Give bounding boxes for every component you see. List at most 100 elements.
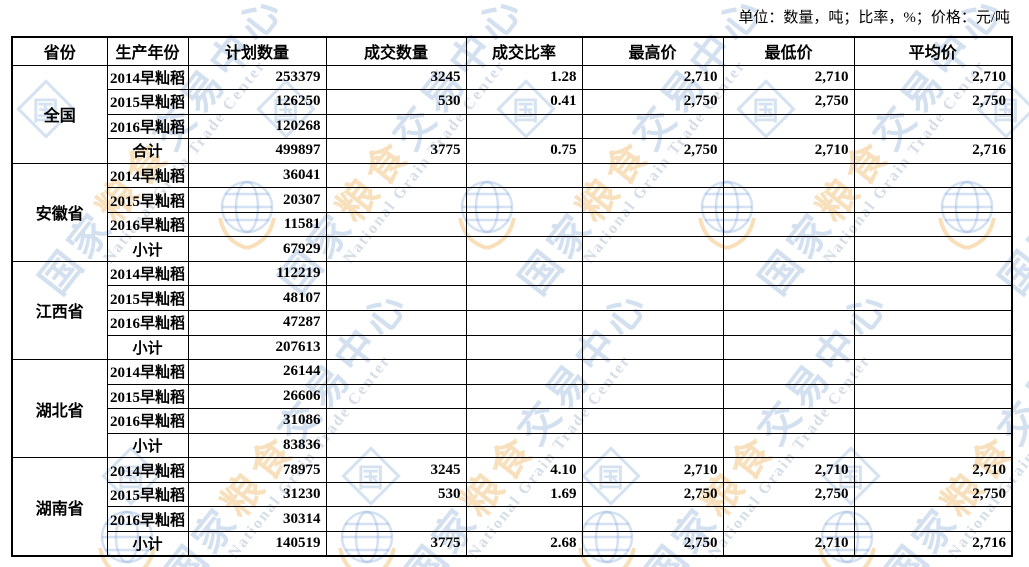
avg-price-cell	[853, 236, 1013, 262]
avg-price-cell	[853, 432, 1013, 459]
low-price-cell: 2,750	[722, 89, 855, 115]
deal-ratio-cell	[465, 285, 583, 311]
avg-price-cell	[853, 260, 1013, 287]
avg-price-cell	[853, 334, 1013, 361]
low-price-cell	[722, 211, 855, 238]
year-cell: 2014早籼稻	[106, 457, 189, 483]
province-cell: 江西省	[11, 260, 108, 361]
avg-price-cell: 2,750	[853, 89, 1013, 115]
avg-price-cell	[853, 359, 1013, 385]
plan-qty-cell: 120268	[187, 113, 327, 140]
deal-qty-cell	[325, 236, 467, 262]
deal-qty-cell	[325, 211, 467, 238]
year-cell: 合计	[106, 138, 189, 164]
auction-results-table: 省份 生产年份 计划数量 成交数量 成交比率 最高价 最低价 平均价 全国 201…	[11, 36, 1013, 557]
table-row: 2016早籼稻 120268	[12, 113, 1013, 140]
deal-qty-cell	[325, 334, 467, 361]
deal-ratio-cell	[465, 334, 583, 361]
deal-ratio-cell	[465, 359, 583, 385]
avg-price-cell	[853, 408, 1013, 434]
deal-ratio-cell	[465, 309, 583, 336]
low-price-cell	[722, 236, 855, 262]
avg-price-cell	[853, 383, 1013, 410]
table-row: 2015早籼稻 26606	[12, 383, 1013, 410]
col-header-avg-price: 平均价	[853, 36, 1013, 66]
plan-qty-cell: 48107	[187, 285, 327, 311]
high-price-cell	[581, 359, 724, 385]
high-price-cell	[581, 432, 724, 459]
year-cell: 小计	[106, 432, 189, 459]
deal-qty-cell	[325, 359, 467, 385]
plan-qty-cell: 26144	[187, 359, 327, 385]
high-price-cell: 2,750	[581, 530, 724, 557]
table-row: 2015早籼稻 31230 530 1.69 2,750 2,750 2,750	[12, 481, 1013, 508]
province-cell: 安徽省	[11, 162, 108, 262]
plan-qty-cell: 31086	[187, 408, 327, 434]
high-price-cell	[581, 383, 724, 410]
deal-qty-cell	[325, 285, 467, 311]
high-price-cell	[581, 211, 724, 238]
table-row: 湖北省 2014早籼稻 26144	[11, 359, 1013, 459]
avg-price-cell: 2,710	[853, 64, 1013, 91]
watermark-en-text: National Grain Trade Center	[191, 0, 431, 7]
header-row: 省份 生产年份 计划数量 成交数量 成交比率 最高价 最低价 平均价	[11, 36, 1013, 66]
deal-ratio-cell	[465, 113, 583, 140]
table-row: 小计 207613	[12, 334, 1013, 361]
high-price-cell: 2,750	[581, 138, 724, 164]
table-row: 小计 140519 3775 2.68 2,750 2,710 2,716	[12, 530, 1013, 557]
avg-price-cell	[853, 162, 1013, 189]
table-row: 2016早籼稻 47287	[12, 309, 1013, 336]
deal-ratio-cell	[465, 187, 583, 213]
deal-ratio-cell: 1.28	[465, 64, 583, 91]
deal-qty-cell	[325, 408, 467, 434]
plan-qty-cell: 112219	[187, 260, 327, 287]
plan-qty-cell: 20307	[187, 187, 327, 213]
year-cell: 小计	[106, 236, 189, 262]
table-row: 小计 83836	[12, 432, 1013, 459]
deal-qty-cell	[325, 260, 467, 287]
high-price-cell	[581, 260, 724, 287]
low-price-cell	[722, 408, 855, 434]
year-cell: 2015早籼稻	[106, 187, 189, 213]
avg-price-cell: 2,710	[853, 457, 1013, 483]
deal-qty-cell	[325, 113, 467, 140]
plan-qty-cell: 31230	[187, 481, 327, 508]
year-cell: 2016早籼稻	[106, 113, 189, 140]
plan-qty-cell: 126250	[187, 89, 327, 115]
year-cell: 小计	[106, 530, 189, 557]
high-price-cell	[581, 285, 724, 311]
high-price-cell	[581, 113, 724, 140]
year-cell: 2016早籼稻	[106, 506, 189, 532]
year-cell: 2014早籼稻	[106, 162, 189, 189]
deal-ratio-cell	[465, 383, 583, 410]
table-row: 湖南省 2014早籼稻 78975 3245 4.10 2,710 2,710 2,710	[11, 457, 1013, 557]
high-price-cell	[581, 187, 724, 213]
low-price-cell	[722, 359, 855, 385]
avg-price-cell	[853, 309, 1013, 336]
deal-qty-cell: 530	[325, 481, 467, 508]
deal-ratio-cell	[465, 408, 583, 434]
year-cell: 2016早籼稻	[106, 408, 189, 434]
avg-price-cell	[853, 285, 1013, 311]
deal-ratio-cell	[465, 236, 583, 262]
deal-qty-cell: 3245	[325, 457, 467, 483]
low-price-cell	[722, 285, 855, 311]
col-header-province: 省份	[11, 36, 108, 66]
low-price-cell	[722, 383, 855, 410]
table-row: 合计 499897 3775 0.75 2,750 2,710 2,716	[12, 138, 1013, 164]
watermark-en-text: National Grain Trade Center	[431, 0, 671, 7]
province-cell: 全国	[11, 64, 108, 164]
watermark-en-text: National Grain Trade Center	[1026, 12, 1029, 312]
province-cell: 湖北省	[11, 359, 108, 459]
table-row: 小计 67929	[12, 236, 1013, 262]
year-cell: 2015早籼稻	[106, 481, 189, 508]
avg-price-cell: 2,716	[853, 138, 1013, 164]
high-price-cell	[581, 309, 724, 336]
col-header-deal-ratio: 成交比率	[465, 36, 583, 66]
high-price-cell	[581, 334, 724, 361]
year-cell: 2014早籼稻	[106, 64, 189, 91]
high-price-cell: 2,750	[581, 89, 724, 115]
low-price-cell	[722, 506, 855, 532]
low-price-cell: 2,710	[722, 530, 855, 557]
